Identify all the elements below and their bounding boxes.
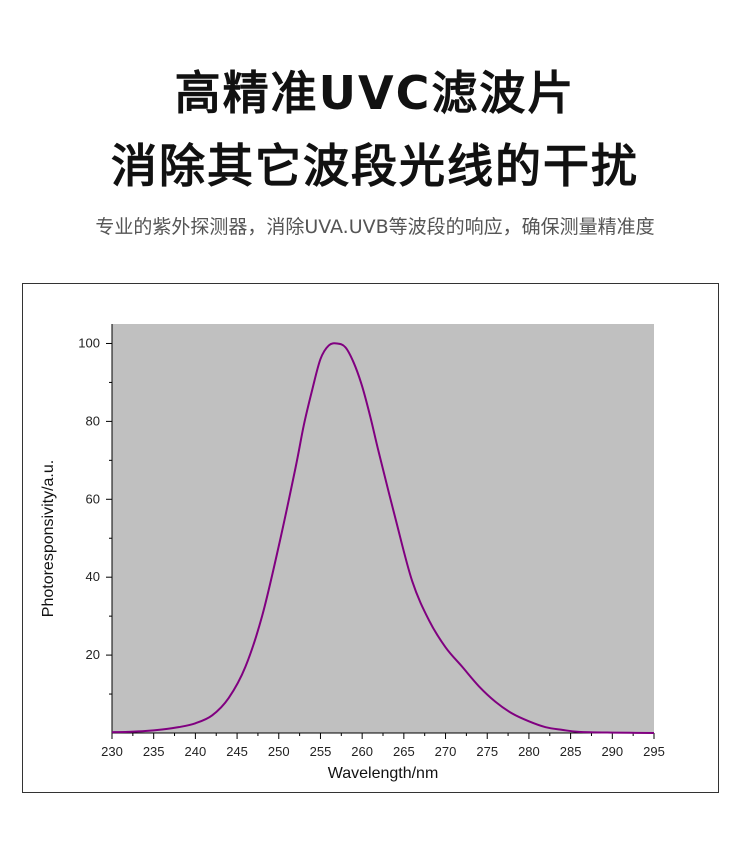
y-tick-label: 20 <box>86 647 100 662</box>
x-axis-ticks: 230 235 240 245 250 255 260 265 270 275 280 285 290 2… <box>101 733 665 759</box>
series-line <box>111 342 655 734</box>
data-point <box>228 697 230 699</box>
y-tick-label: 60 <box>86 491 100 506</box>
data-point <box>294 467 296 469</box>
x-tick-label: 235 <box>143 744 165 759</box>
x-tick-label: 290 <box>601 744 623 759</box>
x-tick-label: 285 <box>560 744 582 759</box>
plot-area <box>112 324 654 733</box>
data-point <box>361 385 363 387</box>
data-point <box>278 545 280 547</box>
y-tick-label: 40 <box>86 569 100 584</box>
x-tick-label: 230 <box>101 744 123 759</box>
data-point <box>495 701 497 703</box>
subtitle: 专业的紫外探测器，消除UVA.UVB等波段的响应，确保测量精准度 <box>95 216 655 238</box>
data-point <box>378 452 380 454</box>
data-point <box>411 580 413 582</box>
x-tick-label: 240 <box>185 744 207 759</box>
data-point <box>511 713 513 715</box>
data-point <box>611 732 613 734</box>
data-point <box>344 346 346 348</box>
data-point <box>528 720 530 722</box>
y-tick-label: 80 <box>86 413 100 428</box>
y-tick-label: 100 <box>78 335 100 350</box>
data-point <box>261 615 263 617</box>
data-point <box>545 726 547 728</box>
x-axis-title: Wavelength/nm <box>328 765 439 782</box>
data-point <box>111 731 113 733</box>
data-point <box>128 731 130 733</box>
data-point <box>244 666 246 668</box>
chart-frame: 20 40 60 80 100 230 235 240 245 250 255 260 265 270 2… <box>22 283 719 793</box>
y-axis-ticks: 20 40 60 80 100 <box>78 335 112 695</box>
x-tick-label: 280 <box>518 744 540 759</box>
x-tick-label: 245 <box>226 744 248 759</box>
title-line-2: 消除其它波段光线的干扰 <box>111 139 639 193</box>
data-point <box>319 358 321 360</box>
data-point <box>211 714 213 716</box>
data-point <box>161 728 163 730</box>
x-tick-label: 260 <box>351 744 373 759</box>
x-tick-label: 265 <box>393 744 415 759</box>
data-point <box>461 666 463 668</box>
data-point <box>445 646 447 648</box>
x-tick-label: 255 <box>310 744 332 759</box>
x-tick-label: 275 <box>476 744 498 759</box>
data-point <box>178 726 180 728</box>
data-point <box>561 729 563 731</box>
y-axis-title: Photoresponsivity/a.u. <box>40 460 57 617</box>
x-tick-label: 295 <box>643 744 665 759</box>
data-point <box>653 732 655 734</box>
data-point <box>428 619 430 621</box>
data-point <box>578 731 580 733</box>
data-point <box>336 342 338 344</box>
x-tick-label: 270 <box>435 744 457 759</box>
data-point <box>303 424 305 426</box>
title-line-1: 高精准UVC滤波片 <box>174 66 576 120</box>
data-point <box>478 685 480 687</box>
data-point <box>194 722 196 724</box>
data-point <box>311 389 313 391</box>
data-point <box>144 730 146 732</box>
data-point <box>369 416 371 418</box>
data-point <box>328 344 330 346</box>
data-point <box>395 518 397 520</box>
data-point <box>353 362 355 364</box>
x-tick-label: 250 <box>268 744 290 759</box>
